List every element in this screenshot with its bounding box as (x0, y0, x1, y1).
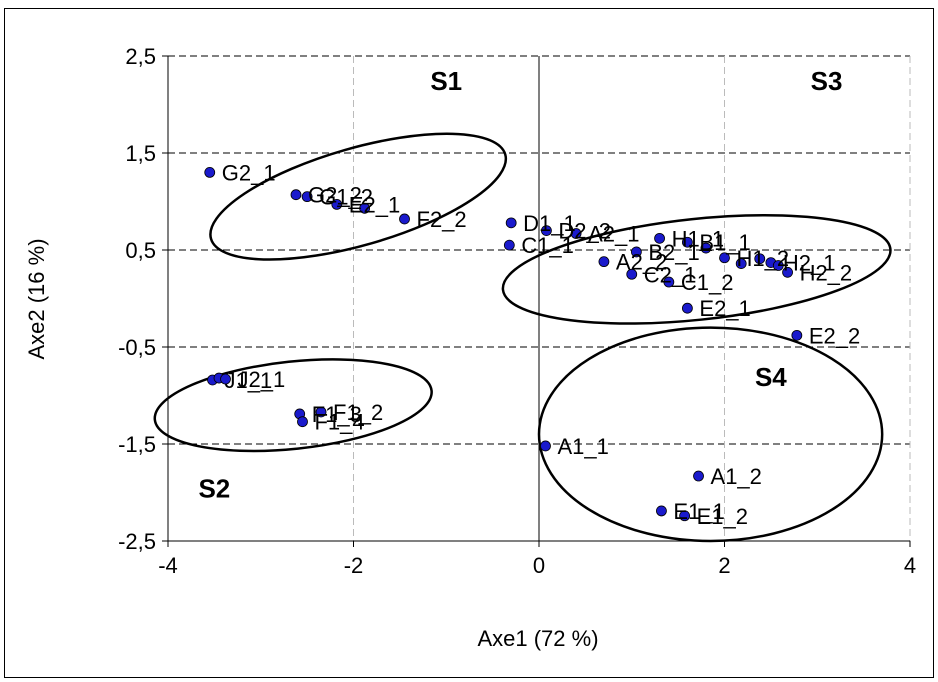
group-label-s1: S1 (430, 66, 462, 96)
y-tick-label: 1,5 (125, 141, 156, 166)
data-point (301, 191, 313, 203)
group-label-s3: S3 (811, 66, 843, 96)
point-label: J2_1 (238, 367, 286, 392)
data-point (679, 510, 691, 522)
point-label: E1_1 (673, 499, 724, 524)
group-ellipse-s4 (537, 326, 884, 543)
tick-labels: -4 -2 0 2 4 2,5 1,5 0,5 -0,5 -1,5 -2,5 (118, 44, 916, 578)
y-tick-label: -2,5 (118, 529, 156, 554)
point-label: H1_1 (672, 226, 725, 251)
x-axis-label: Axe1 (72 %) (477, 626, 598, 651)
y-tick-label: 0,5 (125, 238, 156, 263)
point-label: D2_2 (558, 219, 611, 244)
group-ellipse-s3 (501, 214, 892, 325)
data-point (682, 236, 693, 248)
axes (162, 55, 911, 547)
group-labels: S1 S2 S3 S4 (198, 66, 842, 503)
x-tick-label: 4 (904, 553, 916, 578)
data-point (315, 406, 327, 418)
point-label: G2_2 (308, 183, 362, 208)
point-label: F1_4 (314, 410, 364, 435)
point-labels: G2_1G2_2G1_2E2_1F2_2 D1_1D2_2A2_1C1_1A2_2… (222, 160, 860, 528)
point-label: B1_1 (699, 230, 750, 255)
point-label: A2_1 (588, 222, 639, 247)
data-point (598, 256, 610, 268)
y-axis-label: Axe2 (16 %) (24, 238, 49, 359)
point-label: B2_1 (648, 240, 699, 265)
point-label: E2_2 (809, 323, 860, 348)
point-label: A1_2 (711, 464, 762, 489)
data-point (654, 232, 665, 244)
point-label: A1_1 (557, 434, 608, 459)
point-label: E2_1 (699, 296, 750, 321)
data-point (505, 217, 517, 229)
y-tick-label: 2,5 (125, 44, 156, 69)
point-label: J1_1 (225, 368, 273, 393)
chart-frame (4, 8, 934, 678)
point-label: F1_2 (333, 400, 383, 425)
data-point (754, 253, 766, 265)
point-label: F1_3 (312, 402, 362, 427)
y-tick-label: -1,5 (118, 432, 156, 457)
data-point (682, 302, 693, 314)
point-label: E2_1 (349, 192, 400, 217)
data-points (204, 166, 803, 522)
data-point (700, 242, 712, 254)
point-label: A2_2 (616, 250, 667, 275)
data-point (297, 416, 308, 428)
point-label: G1_2 (319, 185, 373, 210)
data-point (630, 246, 642, 258)
group-ellipses (153, 132, 892, 543)
data-point (220, 373, 231, 385)
data-point (359, 202, 371, 214)
point-label: C2_1 (644, 262, 697, 287)
data-point (719, 252, 730, 264)
point-label: C1_2 (681, 270, 734, 295)
group-ellipse-s1 (209, 132, 508, 261)
data-point (540, 440, 551, 452)
y-tick-label: -0,5 (118, 335, 156, 360)
data-point (541, 225, 552, 237)
data-point (399, 213, 410, 225)
data-point (331, 199, 343, 210)
point-label: D1_1 (523, 211, 576, 236)
data-point (663, 276, 675, 288)
point-label: C1_1 (521, 233, 574, 258)
group-label-s2: S2 (198, 473, 230, 503)
data-point (570, 228, 582, 239)
group-ellipse-s2 (153, 358, 433, 453)
data-point (626, 268, 638, 280)
data-point (290, 189, 302, 201)
data-point (204, 166, 216, 178)
data-point (693, 470, 704, 482)
point-label: G2_1 (222, 160, 276, 185)
data-point (735, 258, 747, 269)
data-point (791, 329, 803, 341)
data-point (772, 260, 784, 271)
x-tick-label: -2 (344, 553, 364, 578)
x-tick-label: 2 (718, 553, 730, 578)
point-label: E1_2 (697, 504, 748, 529)
x-tick-label: 0 (533, 553, 545, 578)
x-tick-label: -4 (158, 553, 178, 578)
data-point (656, 505, 667, 517)
data-point (782, 266, 793, 278)
point-label: H2_1 (783, 251, 836, 276)
point-label: F2_2 (417, 207, 467, 232)
group-label-s4: S4 (755, 362, 787, 392)
data-point (503, 239, 515, 251)
point-label: H2_2 (800, 260, 853, 285)
point-label: H1_2 (737, 246, 790, 271)
